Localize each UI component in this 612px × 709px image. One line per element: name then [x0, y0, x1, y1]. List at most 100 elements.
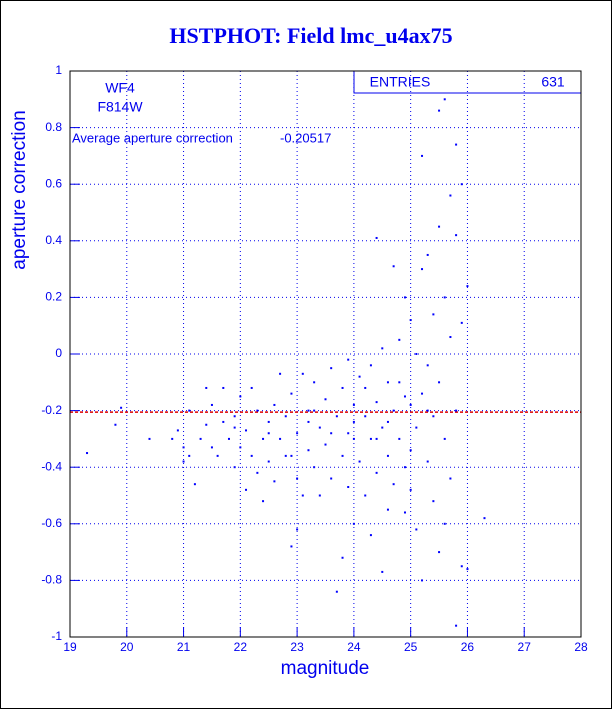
- point: [369, 437, 372, 440]
- point: [296, 432, 299, 435]
- point: [290, 545, 293, 548]
- point: [460, 183, 463, 186]
- point: [443, 522, 446, 525]
- point: [398, 381, 401, 384]
- x-tick-label: 28: [574, 640, 588, 654]
- point: [415, 353, 418, 355]
- point: [438, 381, 441, 384]
- point: [421, 268, 424, 271]
- annotation: F814W: [97, 99, 143, 115]
- point: [386, 420, 389, 423]
- x-tick-label: 20: [120, 640, 134, 654]
- point: [335, 415, 338, 418]
- point: [352, 420, 355, 423]
- y-tick-label: -0.6: [41, 516, 62, 530]
- point: [409, 449, 412, 452]
- point: [409, 488, 412, 491]
- point: [409, 403, 412, 406]
- point: [233, 426, 236, 429]
- point: [375, 401, 378, 404]
- point: [443, 296, 446, 299]
- y-tick-label: 0: [55, 346, 62, 360]
- point: [324, 398, 327, 401]
- point: [438, 551, 441, 554]
- point: [455, 234, 458, 237]
- point: [330, 367, 333, 370]
- point: [216, 454, 219, 457]
- point: [443, 437, 446, 440]
- point: [449, 336, 452, 339]
- point: [341, 556, 344, 559]
- point: [256, 471, 259, 474]
- point: [426, 253, 429, 256]
- point: [438, 225, 441, 228]
- point: [403, 395, 406, 398]
- y-tick-label: 1: [55, 63, 62, 77]
- point: [415, 528, 418, 531]
- point: [182, 446, 185, 449]
- point: [267, 432, 270, 435]
- point: [284, 415, 287, 418]
- point: [358, 375, 361, 378]
- point: [369, 364, 372, 367]
- point: [205, 386, 208, 389]
- point: [284, 454, 287, 457]
- point: [245, 488, 248, 491]
- point: [296, 528, 299, 531]
- point: [443, 98, 446, 101]
- point: [341, 454, 344, 457]
- point: [182, 460, 185, 463]
- point: [239, 446, 242, 449]
- point: [324, 443, 327, 446]
- point: [392, 265, 395, 268]
- y-tick-label: 0.4: [45, 233, 62, 247]
- point: [227, 437, 230, 440]
- average-value: -0.20517: [280, 130, 331, 145]
- average-label: Average aperture correction: [72, 130, 233, 145]
- annotation: WF4: [105, 80, 135, 96]
- point: [313, 381, 316, 384]
- y-tick-label: -0.2: [41, 403, 62, 417]
- point: [267, 420, 270, 423]
- point: [409, 319, 412, 322]
- x-tick-label: 23: [290, 640, 304, 654]
- point: [381, 426, 384, 429]
- point: [364, 494, 367, 497]
- point: [120, 406, 123, 409]
- point: [386, 508, 389, 511]
- x-tick-label: 26: [461, 640, 475, 654]
- point: [86, 452, 89, 455]
- point: [421, 392, 424, 395]
- point: [114, 423, 117, 426]
- point: [199, 437, 202, 440]
- point: [375, 437, 378, 440]
- point: [307, 449, 310, 452]
- point: [273, 403, 276, 406]
- point: [188, 454, 191, 457]
- point: [483, 517, 486, 520]
- y-tick-label: 0.8: [45, 120, 62, 134]
- x-tick-label: 22: [234, 640, 248, 654]
- point: [392, 409, 395, 412]
- point: [245, 429, 248, 432]
- x-tick-label: 25: [404, 640, 418, 654]
- point: [455, 624, 458, 627]
- point: [466, 285, 469, 288]
- y-tick-label: -0.8: [41, 573, 62, 587]
- point: [398, 338, 401, 341]
- point: [449, 477, 452, 480]
- point: [171, 437, 174, 440]
- point: [403, 296, 406, 299]
- point: [307, 409, 310, 412]
- y-tick-label: 0.6: [45, 176, 62, 190]
- point: [262, 437, 265, 440]
- point: [330, 477, 333, 480]
- point: [273, 480, 276, 483]
- point: [358, 460, 361, 463]
- point: [438, 109, 441, 112]
- point: [460, 565, 463, 568]
- point: [296, 477, 299, 480]
- y-axis-label: aperture correction: [9, 110, 30, 269]
